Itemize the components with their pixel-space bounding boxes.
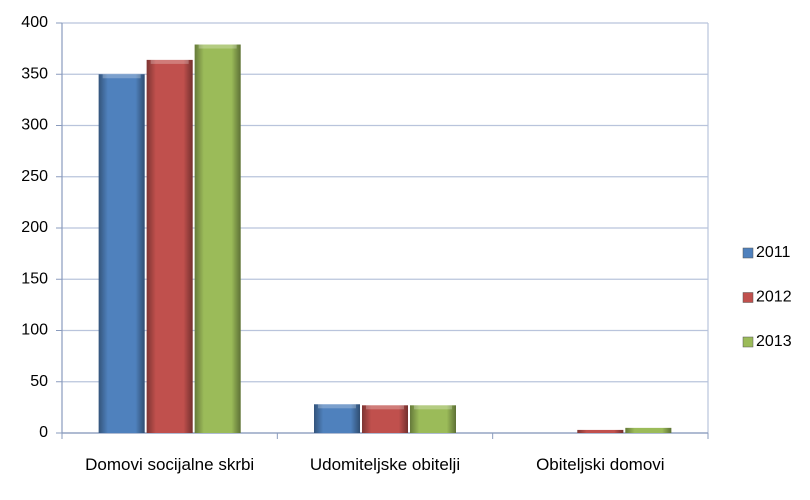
bar [146,59,193,434]
legend-item: 2011 [742,244,791,261]
y-tick-label: 300 [21,117,48,134]
bar-cap [366,405,404,410]
legend-item: 2012 [742,289,792,306]
bar-cap [102,74,141,79]
y-tick-label: 350 [21,65,48,82]
x-tick-label: Domovi socijalne skrbi [85,455,255,474]
bar-cap [150,59,189,64]
y-tick-label: 250 [21,168,48,185]
bar-shade [146,59,193,434]
bar [98,74,145,433]
bar-shade [410,405,456,433]
bar [314,404,360,433]
bar-cap [198,44,237,49]
y-tick-label: 100 [21,322,48,339]
y-tick-label: 200 [21,219,48,236]
y-tick-label: 150 [21,270,48,287]
y-tick-label: 0 [39,424,48,441]
x-tick-label: Obiteljski domovi [536,455,665,474]
bar [410,405,456,433]
bar-shade [362,405,408,433]
bar-shade [577,429,624,433]
y-tick-label: 50 [30,373,48,390]
bar-shade [98,74,145,433]
bar [362,405,408,433]
bar [194,44,241,434]
legend-swatch [742,247,754,259]
bar-shade [625,427,672,433]
bar-shade [314,404,360,433]
bar-cap [414,405,452,410]
legend-label: 2013 [756,333,792,350]
legend-label: 2012 [756,289,792,306]
bar-cap [318,404,356,409]
y-tick-label: 400 [21,14,48,31]
bar [625,427,672,433]
legend-label: 2011 [756,244,791,261]
legend-item: 2013 [742,333,792,350]
x-tick-label: Udomiteljske obitelji [309,455,461,474]
bar-shade [194,44,241,434]
bar [577,429,624,433]
legend-swatch [742,336,754,348]
legend-swatch [742,292,754,303]
